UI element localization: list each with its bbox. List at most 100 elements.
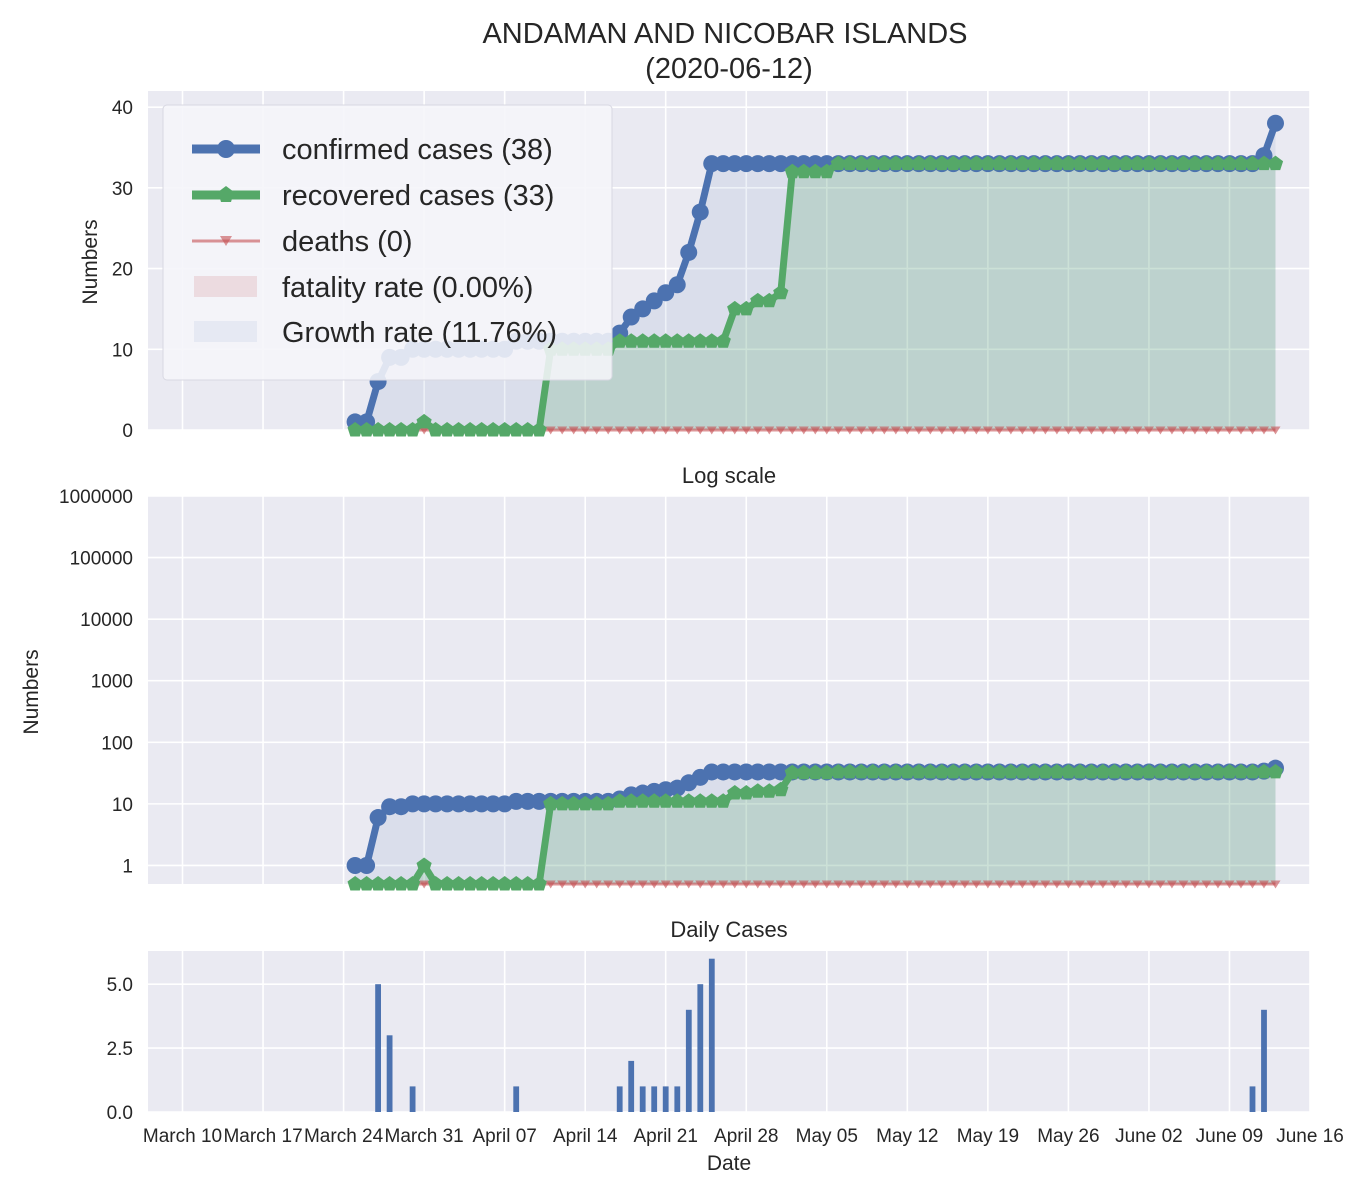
linear-recovered-point	[497, 422, 513, 437]
linear-recovered-point	[692, 333, 708, 348]
log-deaths-point	[1224, 880, 1235, 889]
linear-recovered-point	[980, 155, 996, 171]
linear-recovered-point	[865, 155, 881, 171]
daily-bar	[616, 1086, 623, 1112]
linear-recovered-point	[819, 163, 835, 179]
log-y-tick-label: 1000	[91, 672, 133, 693]
log-deaths-point	[982, 880, 993, 889]
linear-deaths-point	[1097, 426, 1108, 435]
linear-recovered-point	[1106, 155, 1122, 171]
log-panel-title: Log scale	[682, 463, 776, 488]
linear-confirmed-point	[691, 203, 709, 221]
linear-deaths-point	[1143, 426, 1154, 435]
linear-recovered-point	[934, 155, 950, 171]
log-deaths-point	[649, 880, 660, 889]
log-recovered-point	[554, 795, 570, 811]
log-deaths-point	[1270, 880, 1281, 889]
x-axis-label: Date	[707, 1152, 751, 1175]
log-deaths-point	[1143, 880, 1154, 889]
log-axes-background	[148, 496, 1310, 884]
x-tick-label: March 10	[143, 1126, 222, 1147]
log-recovered-point	[508, 876, 524, 891]
daily-bar	[513, 1086, 520, 1112]
legend-label-deaths: deaths (0)	[282, 226, 413, 258]
linear-recovered-point	[1129, 155, 1145, 171]
log-recovered-point	[543, 795, 559, 811]
linear-deaths-point	[683, 426, 694, 435]
log-recovered-point	[451, 876, 467, 891]
log-deaths-point	[833, 880, 844, 889]
linear-deaths-point	[798, 426, 809, 435]
linear-recovered-point	[727, 300, 743, 316]
linear-deaths-point	[936, 426, 947, 435]
log-y-tick-label: 100000	[70, 549, 133, 570]
linear-recovered-point	[623, 333, 639, 348]
linear-recovered-point	[853, 155, 869, 171]
linear-recovered-point	[784, 163, 800, 179]
linear-deaths-point	[614, 426, 625, 435]
log-recovered-point	[1141, 764, 1157, 779]
log-recovered-point	[796, 764, 812, 780]
linear-recovered-point	[428, 422, 444, 437]
linear-recovered-point	[1049, 155, 1065, 171]
log-recovered-point	[842, 764, 858, 779]
log-recovered-point	[589, 795, 605, 811]
x-tick-label: April 07	[472, 1126, 536, 1147]
log-recovered-point	[623, 793, 639, 808]
log-y-tick-label: 100	[101, 733, 133, 754]
linear-recovered-point	[370, 422, 386, 437]
log-recovered-point	[784, 764, 800, 780]
log-recovered-point	[750, 783, 766, 798]
log-deaths-point	[810, 880, 821, 889]
linear-recovered-point	[1003, 155, 1019, 171]
log-recovered-point	[1129, 764, 1145, 779]
log-recovered-point	[1175, 764, 1192, 779]
linear-deaths-point	[764, 426, 775, 435]
log-deaths-point	[1166, 880, 1177, 889]
log-grid	[148, 495, 1311, 884]
log-deaths-point	[971, 880, 982, 889]
linear-recovered-point	[416, 413, 432, 429]
x-tick-labels: March 10 March 17 March 24 March 31 April 07…	[143, 1126, 1344, 1147]
linear-confirmed-point	[1266, 114, 1284, 132]
linear-confirmed-point	[680, 243, 698, 261]
log-recovered-point	[1244, 764, 1261, 779]
log-deaths-point	[603, 880, 614, 889]
log-recovered-point	[911, 764, 927, 779]
linear-deaths-point	[649, 426, 660, 435]
log-deaths-point	[557, 880, 568, 889]
legend-item-confirmed: confirmed cases (38)	[192, 134, 553, 166]
log-confirmed-point	[369, 809, 387, 827]
linear-deaths-point	[729, 426, 740, 435]
chart-title: ANDAMAN AND NICOBAR ISLANDS	[482, 18, 967, 50]
legend-marker-confirmed	[217, 140, 235, 158]
linear-deaths-point	[982, 426, 993, 435]
daily-bars	[375, 958, 1267, 1112]
x-tick-label: May 12	[876, 1126, 938, 1147]
log-recovered-point	[1026, 764, 1042, 779]
linear-deaths-point	[1155, 426, 1166, 435]
x-tick-label: April 21	[634, 1126, 698, 1147]
linear-recovered-point	[968, 155, 984, 171]
linear-deaths-point	[591, 426, 602, 435]
log-recovered-point	[865, 764, 881, 779]
linear-deaths-point	[419, 426, 430, 435]
linear-recovered-point	[1256, 155, 1272, 171]
log-recovered-point	[1049, 764, 1065, 779]
log-recovered-point	[416, 857, 432, 872]
log-recovered-point	[761, 783, 777, 798]
linear-deaths-point	[1235, 426, 1246, 435]
linear-recovered-point	[1141, 155, 1157, 171]
linear-deaths-point	[660, 426, 671, 435]
log-recovered-point	[704, 793, 720, 808]
linear-deaths-point	[1005, 426, 1016, 435]
log-deaths-point	[902, 880, 913, 889]
log-deaths-point	[626, 880, 637, 889]
log-recovered-area	[355, 771, 1276, 884]
linear-recovered-point	[1060, 155, 1076, 171]
log-recovered-point	[830, 764, 846, 779]
linear-deaths-point	[1063, 426, 1074, 435]
log-deaths-point	[1258, 880, 1269, 889]
log-recovered-point	[658, 793, 674, 808]
linear-deaths-point	[810, 426, 821, 435]
